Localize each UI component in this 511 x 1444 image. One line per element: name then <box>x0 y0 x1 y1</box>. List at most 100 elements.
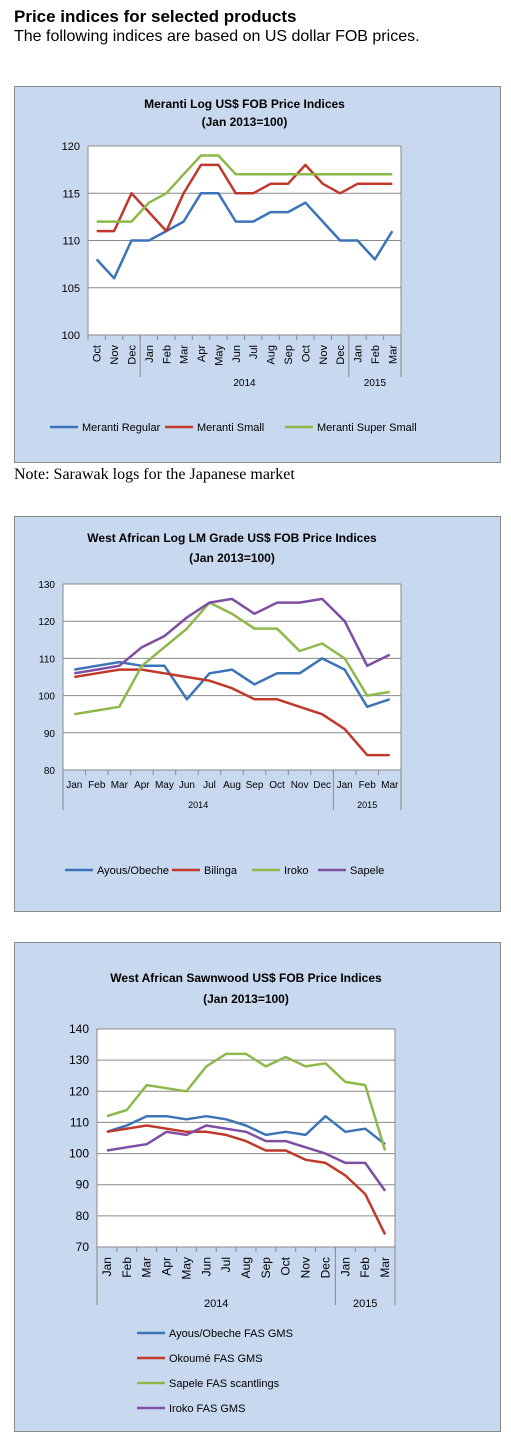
x-tick-label: Aug <box>266 345 278 365</box>
x-tick-label: Jan <box>144 345 156 363</box>
chart-note: Note: Sarawak logs for the Japanese mark… <box>14 466 295 483</box>
x-tick-label: Jun <box>199 1257 213 1276</box>
legend-label: Meranti Super Small <box>317 422 417 434</box>
legend-label: Sapele FAS scantlings <box>169 1378 280 1390</box>
x-tick-label: May <box>213 345 225 366</box>
y-tick-label: 130 <box>69 1053 89 1067</box>
x-tick-label: Sep <box>283 345 295 365</box>
chart-title: West African Log LM Grade US$ FOB Price … <box>87 531 377 545</box>
series-line-sapele-fas-scantlings <box>106 1052 387 1151</box>
y-tick-label: 110 <box>62 236 80 248</box>
x-tick-label: Feb <box>120 1257 134 1278</box>
chart-subtitle: (Jan 2013=100) <box>202 115 288 129</box>
x-tick-label: Dec <box>335 345 347 365</box>
chart-panel-meranti: Meranti Log US$ FOB Price Indices (Jan 20… <box>14 86 501 463</box>
x-tick-label: Mar <box>378 1257 392 1278</box>
plot-area <box>96 1028 396 1248</box>
x-tick-label: Jun <box>179 780 195 791</box>
x-tick-label: Mar <box>387 345 399 364</box>
x-tick-label: Dec <box>313 780 331 791</box>
series-line-iroko-fas-gms <box>106 1124 387 1192</box>
y-tick-label: 120 <box>38 617 55 628</box>
series-line-meranti-small <box>96 163 393 233</box>
x-tick-label: Feb <box>358 1257 372 1278</box>
y-tick-label: 70 <box>76 1240 90 1254</box>
y-tick-label: 80 <box>44 766 56 777</box>
x-tick-label: Jun <box>231 345 243 363</box>
x-tick-label: Apr <box>196 345 208 362</box>
x-group-label: 2015 <box>353 1298 377 1310</box>
west-african-sawnwood-chart: West African Sawnwood US$ FOB Price Indi… <box>69 971 396 1415</box>
series-line-bilinga <box>74 668 390 757</box>
page-subtitle: The following indices are based on US do… <box>14 28 420 45</box>
x-tick-label: Apr <box>134 780 150 791</box>
chart-panel-west-african-log: West African Log LM Grade US$ FOB Price … <box>14 516 501 912</box>
y-tick-label: 90 <box>44 729 56 740</box>
x-tick-label: Oct <box>279 1256 293 1275</box>
x-tick-label: Jan <box>100 1257 114 1276</box>
legend-label: Ayous/Obeche <box>97 865 169 877</box>
x-group-label: 2015 <box>364 378 387 389</box>
legend-label: Meranti Regular <box>82 422 161 434</box>
x-tick-label: Nov <box>299 1257 313 1278</box>
x-tick-label: Mar <box>179 345 191 364</box>
x-tick-label: Mar <box>140 1257 154 1278</box>
meranti-chart: Meranti Log US$ FOB Price Indices (Jan 20… <box>50 97 417 434</box>
series-line-meranti-super-small <box>96 154 393 223</box>
x-group-label: 2014 <box>233 378 256 389</box>
y-tick-label: 100 <box>38 692 55 703</box>
chart-title: West African Sawnwood US$ FOB Price Indi… <box>110 971 382 985</box>
y-tick-label: 90 <box>76 1178 90 1192</box>
legend-label: Okoumé FAS GMS <box>169 1353 263 1365</box>
y-tick-label: 115 <box>62 188 80 200</box>
legend-label: Sapele <box>350 865 384 877</box>
x-tick-label: Jul <box>248 345 260 359</box>
legend-label: Iroko <box>284 865 308 877</box>
x-tick-label: Feb <box>88 780 106 791</box>
y-tick-label: 80 <box>76 1209 90 1223</box>
y-tick-label: 120 <box>69 1084 89 1098</box>
y-tick-label: 100 <box>69 1147 89 1161</box>
x-tick-label: Jan <box>353 345 365 363</box>
chart-subtitle: (Jan 2013=100) <box>189 551 275 565</box>
chart-subtitle: (Jan 2013=100) <box>203 992 289 1006</box>
x-tick-label: Nov <box>291 780 309 791</box>
y-tick-label: 130 <box>38 580 55 591</box>
series-line-ayous-obeche-fas-gms <box>106 1114 386 1146</box>
west-african-log-chart: West African Log LM Grade US$ FOB Price … <box>38 531 402 877</box>
x-tick-label: Dec <box>126 345 138 365</box>
x-tick-label: Apr <box>160 1257 174 1276</box>
x-tick-label: Nov <box>109 345 121 365</box>
x-tick-label: Jan <box>338 1257 352 1276</box>
series-line-okoum-fas-gms <box>106 1124 387 1236</box>
legend-label: Iroko FAS GMS <box>169 1403 245 1415</box>
x-tick-label: May <box>155 780 174 791</box>
x-tick-label: Jul <box>219 1257 233 1272</box>
x-group-label: 2014 <box>204 1298 228 1310</box>
page-title: Price indices for selected products <box>14 7 297 26</box>
legend-label: Meranti Small <box>197 422 264 434</box>
x-tick-label: Feb <box>370 345 382 364</box>
chart-title: Meranti Log US$ FOB Price Indices <box>144 97 345 111</box>
x-tick-label: Aug <box>239 1257 253 1278</box>
x-tick-label: Mar <box>111 780 129 791</box>
series-line-ayous-obeche <box>74 657 391 709</box>
x-tick-label: Dec <box>318 1257 332 1278</box>
series-line-sapele <box>74 597 391 675</box>
x-tick-label: Oct <box>300 345 312 362</box>
x-tick-label: May <box>179 1257 193 1280</box>
chart-panel-west-african-sawnwood: West African Sawnwood US$ FOB Price Indi… <box>14 942 501 1432</box>
y-tick-label: 100 <box>62 330 80 342</box>
y-tick-label: 140 <box>69 1022 89 1036</box>
x-tick-label: Feb <box>359 780 377 791</box>
x-tick-label: Oct <box>269 780 285 791</box>
x-tick-label: Jan <box>337 780 353 791</box>
x-tick-label: Feb <box>161 345 173 364</box>
y-tick-label: 110 <box>70 1115 89 1129</box>
y-tick-label: 105 <box>62 283 80 295</box>
x-tick-label: Jan <box>66 780 82 791</box>
series-line-iroko <box>74 601 390 716</box>
x-tick-label: Nov <box>318 345 330 365</box>
x-tick-label: Jul <box>203 780 216 791</box>
x-tick-label: Sep <box>259 1257 273 1279</box>
